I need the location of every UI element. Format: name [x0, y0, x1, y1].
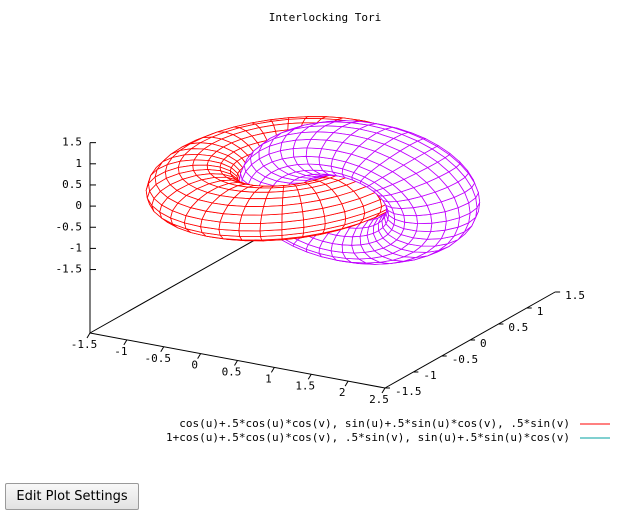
chart-title: Interlocking Tori [269, 11, 382, 24]
z-tick-label: 0.5 [62, 178, 82, 191]
x-tick [344, 380, 349, 387]
surface-cell [416, 222, 433, 233]
legend-label: cos(u)+.5*cos(u)*cos(v), sin(u)+.5*sin(u… [179, 417, 570, 430]
y-tick-label: -1.5 [395, 385, 422, 398]
y-tick-label: 0 [480, 337, 487, 350]
axis-line [89, 236, 261, 334]
surface-cell [403, 214, 419, 225]
x-tick [123, 339, 128, 346]
surface-cell [260, 213, 283, 224]
x-tick [86, 332, 91, 339]
z-tick-label: 1.5 [62, 136, 82, 149]
z-tick-label: -1.5 [56, 263, 83, 276]
surface-cell [412, 230, 432, 240]
y-tick-label: 1.5 [565, 289, 585, 302]
surface-cell [263, 197, 284, 208]
surface-cell [241, 206, 265, 216]
x-tick-label: 0.5 [222, 366, 242, 379]
surface-cell [192, 159, 209, 166]
x-tick [307, 373, 312, 380]
surface-cell [305, 155, 320, 165]
x-tick-label: 1.5 [295, 379, 315, 392]
surface-cell [238, 222, 261, 232]
surface-cell [279, 148, 295, 160]
surface-cell [292, 147, 308, 158]
z-tick-label: -1 [69, 241, 82, 254]
edit-plot-settings-button[interactable]: Edit Plot Settings [5, 483, 139, 510]
surface-cell [238, 230, 261, 237]
z-tick-label: 0 [75, 199, 82, 212]
x-tick-label: -0.5 [145, 352, 172, 365]
legend-label: 1+cos(u)+.5*cos(u)*cos(v), .5*sin(v), si… [166, 431, 570, 444]
x-tick [197, 353, 202, 359]
y-tick-label: 0.5 [508, 321, 528, 334]
x-tick [234, 360, 238, 366]
y-tick-label: -1 [423, 369, 436, 382]
x-tick-label: 1 [265, 372, 272, 385]
chart: Interlocking Tori -1.5-1-0.500.511.522.5… [56, 11, 610, 444]
z-tick-label: -0.5 [56, 220, 83, 233]
x-tick [381, 387, 386, 394]
surface-cell [281, 203, 304, 215]
x-tick [270, 367, 275, 373]
surface-cell [391, 164, 417, 180]
y-tick-label: -0.5 [452, 353, 479, 366]
x-tick [160, 346, 165, 353]
surface-cell [238, 235, 263, 241]
surface-cell [351, 235, 362, 246]
x-tick-label: 2.5 [369, 393, 389, 406]
x-tick-label: -1.5 [71, 338, 98, 351]
surface-cell [239, 214, 263, 224]
surface-cell [261, 205, 283, 216]
x-tick-label: 2 [339, 386, 346, 399]
z-tick-label: 1 [75, 157, 82, 170]
y-tick-label: 1 [537, 305, 544, 318]
x-tick-label: -1 [114, 345, 127, 358]
x-tick-label: 0 [191, 359, 198, 372]
